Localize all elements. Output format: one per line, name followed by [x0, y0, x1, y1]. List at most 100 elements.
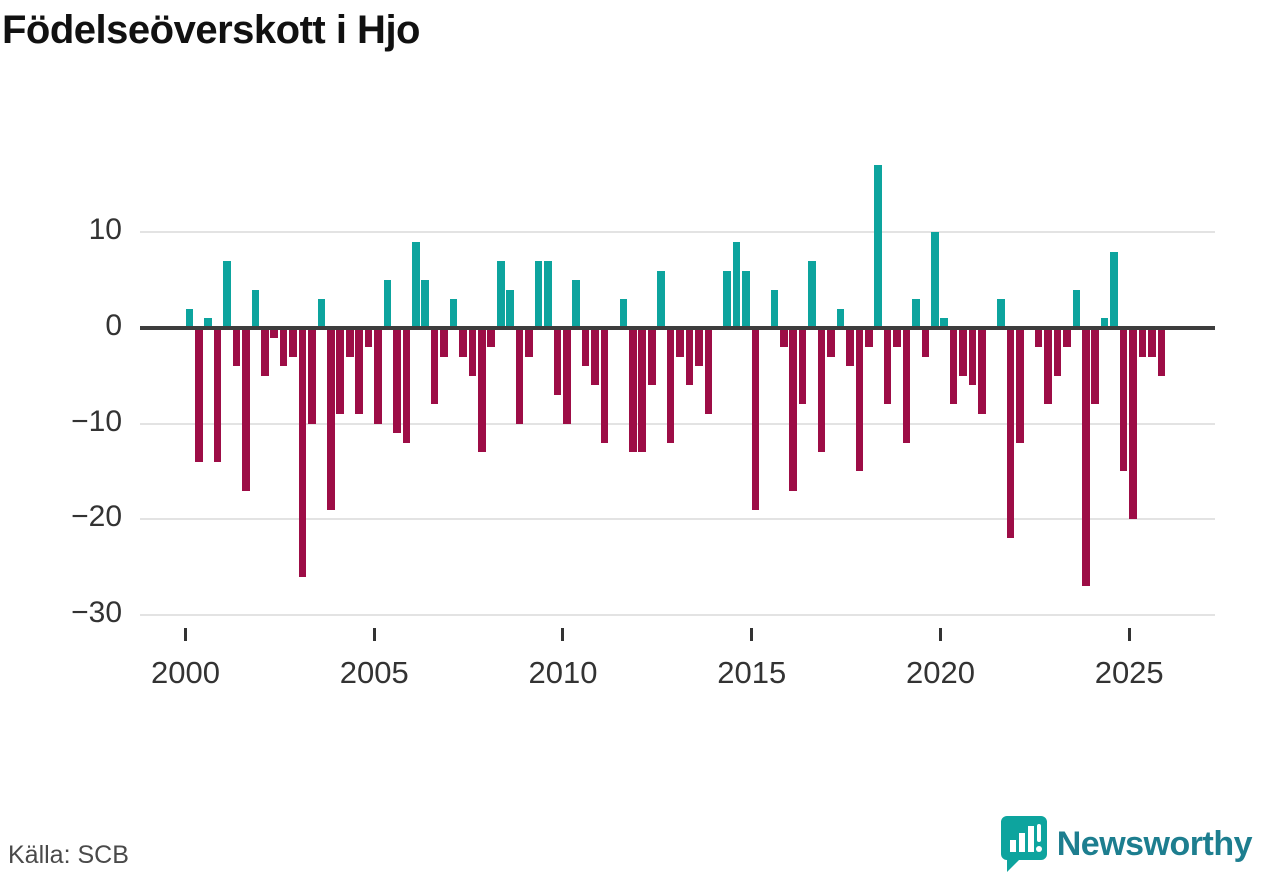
bar-2005Q4 [402, 328, 411, 443]
y-axis-label: −30 [71, 595, 122, 629]
bar-2010Q2 [572, 280, 580, 328]
bar-2007Q2 [459, 328, 467, 357]
bar-2021Q1 [978, 328, 986, 415]
bar-2001Q2 [232, 328, 241, 367]
bar-2019Q3 [921, 328, 930, 357]
bar-2010Q3 [581, 328, 590, 367]
bar-2006Q1 [411, 241, 420, 328]
bar-2008Q2 [496, 261, 505, 328]
bar-2018Q2 [874, 165, 882, 328]
bar-2006Q2 [421, 280, 430, 328]
bar-2012Q3 [657, 270, 665, 328]
bar-2010Q1 [562, 328, 571, 424]
bar-2017Q4 [855, 328, 864, 472]
gridline [140, 613, 1215, 616]
bar-2024Q1 [1091, 328, 1100, 405]
y-axis-label: −10 [71, 404, 122, 438]
bar-2008Q4 [515, 328, 524, 424]
bar-2025Q3 [1148, 328, 1156, 357]
page-title: Födelseöverskott i Hjo [2, 8, 420, 52]
x-axis-tick [1127, 628, 1131, 641]
bar-2009Q2 [534, 261, 543, 328]
bar-2024Q4 [1119, 328, 1128, 472]
bar-2017Q1 [827, 328, 835, 357]
bar-2013Q2 [685, 328, 694, 386]
x-axis-tick [184, 628, 187, 641]
bar-2003Q2 [308, 328, 316, 424]
bar-2020Q4 [968, 328, 977, 386]
bar-2002Q2 [270, 328, 279, 338]
bar-2023Q2 [1063, 328, 1071, 348]
bar-2019Q1 [902, 328, 911, 443]
newsworthy-icon [1000, 816, 1047, 872]
bar-2011Q3 [619, 299, 628, 328]
bar-2004Q4 [364, 328, 373, 348]
bar-2015Q1 [751, 328, 760, 510]
bar-2002Q3 [279, 328, 288, 367]
x-axis-label: 2000 [151, 655, 220, 690]
x-axis-label: 2005 [339, 655, 409, 690]
bar-2004Q1 [336, 328, 345, 415]
bar-2011Q4 [629, 328, 637, 453]
bar-2001Q1 [223, 261, 231, 328]
bar-2023Q1 [1053, 328, 1062, 376]
bar-2001Q4 [251, 289, 260, 328]
bar-2013Q4 [704, 328, 713, 415]
bar-2016Q2 [798, 328, 807, 405]
bar-2016Q4 [817, 328, 826, 453]
bar-2013Q1 [676, 328, 684, 357]
bar-2015Q4 [780, 328, 788, 348]
bar-2000Q1 [185, 308, 194, 328]
bar-2014Q4 [742, 270, 750, 328]
bar-2021Q4 [1006, 328, 1015, 539]
bar-2016Q3 [808, 261, 816, 328]
bar-2024Q2 [1100, 318, 1109, 328]
brand-wordmark: Newsworthy [1056, 824, 1253, 863]
brand-logo: Newsworthy [1000, 816, 1253, 872]
bar-2023Q4 [1082, 328, 1090, 587]
bar-2002Q1 [260, 328, 269, 376]
bar-2023Q3 [1072, 289, 1081, 328]
bar-2005Q1 [374, 328, 382, 424]
bar-2002Q4 [289, 328, 297, 357]
gridline [140, 518, 1215, 521]
bar-2013Q3 [695, 328, 703, 367]
bar-2007Q1 [449, 299, 458, 328]
bar-2022Q3 [1034, 328, 1043, 348]
y-axis-label: −20 [71, 500, 122, 534]
x-axis-label: 2025 [1094, 655, 1164, 690]
gridline [140, 231, 1215, 234]
bar-2005Q2 [383, 280, 392, 328]
bar-2004Q3 [355, 328, 363, 415]
bar-2024Q3 [1110, 251, 1118, 328]
bar-2021Q3 [997, 299, 1005, 328]
bar-2007Q3 [468, 328, 477, 376]
x-axis-label: 2020 [905, 655, 975, 690]
x-axis-label: 2010 [528, 655, 598, 690]
gridline [140, 422, 1215, 425]
bar-2019Q2 [912, 299, 920, 328]
bar-2005Q3 [393, 328, 401, 434]
bar-2000Q4 [213, 328, 222, 462]
bar-2000Q2 [194, 328, 203, 462]
x-axis-tick [938, 628, 942, 641]
bar-2009Q3 [544, 261, 552, 328]
bar-2017Q2 [836, 308, 845, 328]
bar-2018Q4 [893, 328, 901, 348]
bar-2009Q4 [553, 328, 562, 395]
bar-2018Q1 [864, 328, 873, 348]
bar-2003Q4 [327, 328, 335, 510]
y-axis-label: 0 [105, 309, 122, 342]
bar-2006Q3 [430, 328, 439, 405]
source-caption: Källa: SCB [8, 841, 129, 869]
bar-2011Q1 [600, 328, 609, 443]
bar-2025Q1 [1129, 328, 1137, 520]
bar-2025Q2 [1138, 328, 1147, 357]
bar-2000Q3 [204, 318, 212, 328]
bar-2025Q4 [1157, 328, 1166, 376]
bar-2012Q2 [647, 328, 656, 386]
y-axis-label: 10 [88, 213, 122, 247]
bar-2004Q2 [345, 328, 354, 357]
bar-2001Q3 [242, 328, 250, 491]
bar-2003Q1 [298, 328, 307, 577]
